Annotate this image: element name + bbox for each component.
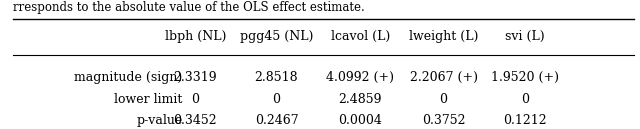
Text: 0.1212: 0.1212 [503, 114, 547, 127]
Text: 2.2067 (+): 2.2067 (+) [410, 71, 477, 84]
Text: magnitude (sign): magnitude (sign) [74, 71, 182, 84]
Text: 2.8518: 2.8518 [255, 71, 298, 84]
Text: lcavol (L): lcavol (L) [331, 30, 390, 43]
Text: svi (L): svi (L) [505, 30, 545, 43]
Text: 0.3752: 0.3752 [422, 114, 465, 127]
Text: 0.2467: 0.2467 [255, 114, 298, 127]
Text: 0.0004: 0.0004 [339, 114, 382, 127]
Text: 2.3319: 2.3319 [173, 71, 217, 84]
Text: 0: 0 [191, 94, 199, 106]
Text: 2.4859: 2.4859 [339, 94, 382, 106]
Text: 0: 0 [273, 94, 280, 106]
Text: 0: 0 [521, 94, 529, 106]
Text: lower limit: lower limit [114, 94, 182, 106]
Text: 1.9520 (+): 1.9520 (+) [491, 71, 559, 84]
Text: rresponds to the absolute value of the OLS effect estimate.: rresponds to the absolute value of the O… [13, 1, 365, 14]
Text: lbph (NL): lbph (NL) [164, 30, 226, 43]
Text: lweight (L): lweight (L) [409, 30, 478, 43]
Text: p-value: p-value [136, 114, 182, 127]
Text: 0: 0 [440, 94, 447, 106]
Text: pgg45 (NL): pgg45 (NL) [240, 30, 313, 43]
Text: 0.3452: 0.3452 [173, 114, 217, 127]
Text: 4.0992 (+): 4.0992 (+) [326, 71, 394, 84]
